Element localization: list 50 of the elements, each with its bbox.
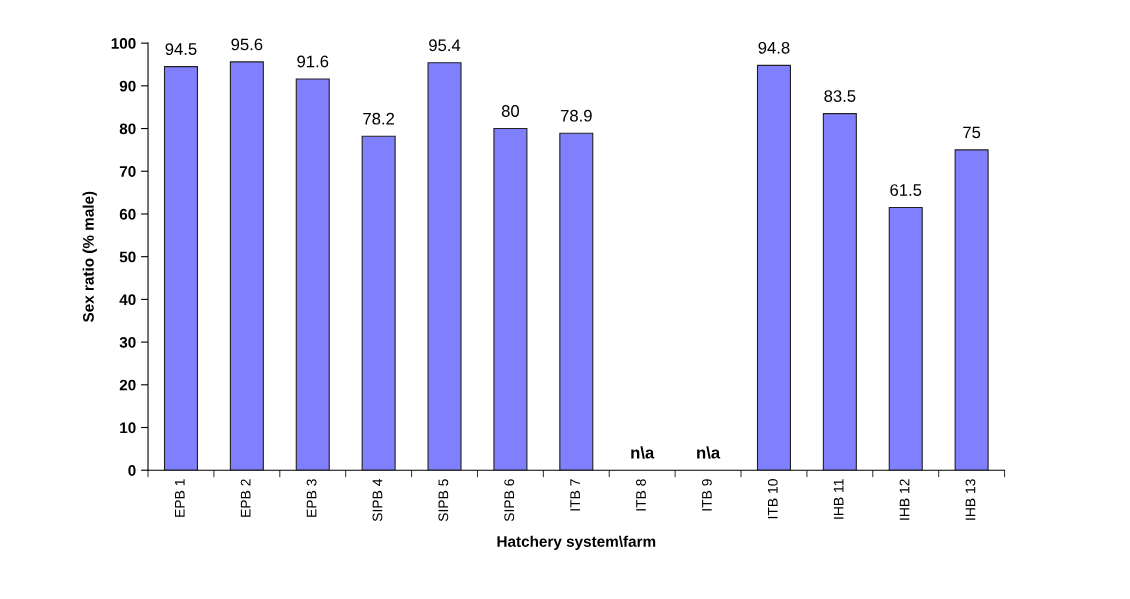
x-tick-label: SIPB 5 (438, 479, 449, 522)
x-tick-label: EPB 2 (240, 479, 251, 517)
x-axis-title: Hatchery system\farm (497, 535, 656, 550)
data-label: 94.8 (758, 41, 790, 54)
data-label: 78.2 (363, 112, 395, 125)
data-label: 78.9 (560, 109, 592, 122)
data-label: 95.4 (429, 39, 461, 52)
y-tick-label: 90 (119, 80, 136, 92)
x-tick-label: ITB 9 (701, 479, 712, 511)
y-tick-label: 50 (119, 251, 136, 263)
x-tick-label: ITB 8 (636, 479, 646, 511)
x-tick-label: IHB 12 (899, 479, 910, 520)
bar (756, 64, 791, 471)
bar (954, 149, 989, 471)
x-tick-label: SIPB 4 (372, 478, 383, 522)
x-tick-label: EPB 3 (306, 479, 317, 517)
x-tick-label: ITB 10 (767, 479, 778, 519)
text: n\a (697, 446, 721, 459)
y-tick-label: 0 (128, 465, 136, 476)
y-axis-title: Sex ratio (% male) (82, 191, 97, 323)
data-label: 75 (963, 126, 981, 139)
bar (361, 135, 396, 471)
x-tick-label: ITB 7 (570, 479, 580, 511)
y-tick-label: 30 (119, 336, 136, 348)
y-tick-label: 10 (120, 422, 136, 434)
data-label: 83.5 (824, 90, 856, 102)
bar (888, 207, 923, 471)
data-label: 91.6 (297, 55, 329, 68)
data-label: 80 (501, 105, 520, 117)
bar (822, 113, 857, 471)
data-label: 94.5 (165, 43, 197, 55)
y-tick-label: 60 (119, 208, 136, 220)
x-tick-label: IHB 13 (965, 479, 976, 520)
y-tick-label: 80 (119, 123, 136, 135)
data-label: 61.5 (890, 184, 922, 196)
x-tick-label: IHB 11 (833, 479, 844, 519)
bar (229, 61, 264, 471)
bar (493, 127, 528, 471)
data-label: 95.6 (231, 38, 263, 51)
bar (559, 132, 594, 471)
x-tick-label: SIPB 6 (504, 479, 515, 522)
y-tick-label: 100 (111, 38, 136, 49)
bar (427, 62, 462, 471)
bar (295, 78, 330, 471)
y-tick-label: 70 (119, 166, 136, 177)
x-tick-label: EPB 1 (175, 479, 185, 517)
bar (163, 66, 199, 471)
y-tick-label: 40 (119, 294, 136, 306)
text: n\a (631, 446, 655, 459)
y-tick-label: 20 (119, 379, 136, 391)
